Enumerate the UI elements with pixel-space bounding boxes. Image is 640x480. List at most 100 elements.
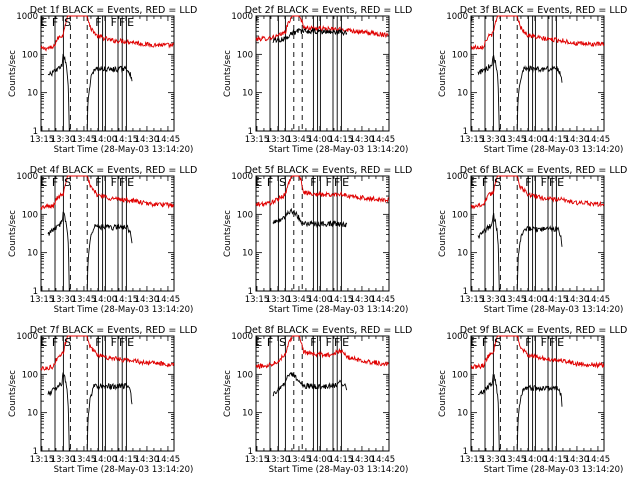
interval-label: E <box>127 336 134 349</box>
y-tick-label: 1000 <box>231 172 253 182</box>
x-tick-label: 14:00 <box>93 135 118 145</box>
interval-label: S <box>64 16 71 29</box>
x-tick-label: 14:30 <box>565 295 590 305</box>
y-tick-label: 1000 <box>446 332 468 342</box>
x-tick-label: 13:30 <box>51 455 76 465</box>
series-lld-line <box>470 15 605 51</box>
x-tick-label: 13:15 <box>30 135 55 145</box>
y-tick-label: 100 <box>22 210 38 220</box>
y-tick-label: 1000 <box>16 332 38 342</box>
y-axis-label: Counts/sec <box>223 370 233 417</box>
y-tick-label: 1000 <box>231 332 253 342</box>
plot-frame <box>470 15 605 132</box>
y-tick-label: 100 <box>237 210 253 220</box>
y-axis-label: Counts/sec <box>438 210 448 257</box>
interval-label: F <box>119 16 125 29</box>
y-tick-label: 1 <box>248 447 253 457</box>
x-tick-label: 13:30 <box>51 135 76 145</box>
x-tick-label: 14:15 <box>544 455 569 465</box>
interval-label: E <box>342 176 349 189</box>
x-tick-label: 13:45 <box>287 455 312 465</box>
x-tick-label: 14:00 <box>308 135 333 145</box>
x-tick-label: 13:30 <box>266 135 291 145</box>
interval-label: F <box>52 176 58 189</box>
y-tick-label: 100 <box>452 50 468 60</box>
y-tick-label: 1000 <box>446 172 468 182</box>
series-events-line <box>477 213 563 292</box>
interval-label: F <box>119 336 125 349</box>
x-tick-label: 14:15 <box>329 455 354 465</box>
y-tick-label: 1000 <box>16 172 38 182</box>
plot-frame <box>40 335 175 452</box>
y-tick-label: 1000 <box>231 12 253 22</box>
x-tick-label: 13:45 <box>287 135 312 145</box>
x-tick-label: 14:45 <box>586 455 611 465</box>
chart-title: Det 2f BLACK = Events, RED = LLD <box>245 5 413 16</box>
series-events-line <box>272 372 348 397</box>
x-tick-label: 14:00 <box>308 455 333 465</box>
y-tick-label: 10 <box>457 409 468 419</box>
y-tick-label: 100 <box>452 370 468 380</box>
y-tick-label: 1 <box>248 287 253 297</box>
y-tick-label: 100 <box>237 50 253 60</box>
x-axis-label: Start Time (28-May-03 13:14:20) <box>484 465 624 475</box>
interval-label: F <box>111 176 117 189</box>
interval-label: F <box>482 336 488 349</box>
y-tick-label: 100 <box>452 210 468 220</box>
x-tick-label: 14:45 <box>156 135 181 145</box>
y-axis-label: Counts/sec <box>438 370 448 417</box>
plot-frame <box>470 335 605 452</box>
interval-label: S <box>279 176 286 189</box>
x-tick-label: 14:30 <box>135 295 160 305</box>
interval-label: F <box>267 336 273 349</box>
interval-label: F <box>482 176 488 189</box>
interval-label: F <box>310 336 316 349</box>
y-axis-label: Counts/sec <box>223 210 233 257</box>
interval-label: F <box>267 176 273 189</box>
y-tick-label: 10 <box>242 409 253 419</box>
series-events-line <box>47 372 133 452</box>
x-tick-label: 14:45 <box>156 295 181 305</box>
y-tick-label: 100 <box>237 370 253 380</box>
x-tick-label: 14:45 <box>371 135 396 145</box>
y-axis-label: Counts/sec <box>8 370 18 417</box>
y-tick-label: 10 <box>27 409 38 419</box>
x-tick-label: 13:45 <box>287 295 312 305</box>
chart-title: Det 8f BLACK = Events, RED = LLD <box>245 325 413 336</box>
interval-label: F <box>549 336 555 349</box>
chart-title: Det 3f BLACK = Events, RED = LLD <box>460 5 628 16</box>
y-tick-label: 1 <box>463 127 468 137</box>
x-axis-label: Start Time (28-May-03 13:14:20) <box>54 305 194 315</box>
x-tick-label: 14:00 <box>93 455 118 465</box>
interval-label: S <box>279 336 286 349</box>
y-tick-label: 10 <box>457 89 468 99</box>
series-lld-line <box>255 175 390 208</box>
x-tick-label: 14:00 <box>523 455 548 465</box>
chart-title: Det 5f BLACK = Events, RED = LLD <box>245 165 413 176</box>
y-tick-label: 1 <box>463 447 468 457</box>
x-tick-label: 13:30 <box>481 135 506 145</box>
series-lld-line <box>470 175 605 210</box>
plot-frame <box>255 15 390 132</box>
y-tick-label: 10 <box>457 249 468 259</box>
x-tick-label: 14:30 <box>135 135 160 145</box>
interval-label: F <box>111 16 117 29</box>
y-tick-label: 1 <box>248 127 253 137</box>
x-tick-label: 13:15 <box>30 455 55 465</box>
series-events-line <box>47 211 133 292</box>
chart-title: Det 1f BLACK = Events, RED = LLD <box>30 5 198 16</box>
interval-label: F <box>95 16 101 29</box>
y-axis-label: Counts/sec <box>8 210 18 257</box>
y-tick-label: 100 <box>22 50 38 60</box>
chart-title: Det 4f BLACK = Events, RED = LLD <box>30 165 198 176</box>
x-tick-label: 14:00 <box>93 295 118 305</box>
x-tick-label: 13:45 <box>72 455 97 465</box>
y-tick-label: 1 <box>33 447 38 457</box>
plot-frame <box>40 175 175 292</box>
interval-label: E <box>40 16 47 29</box>
x-axis-label: Start Time (28-May-03 13:14:20) <box>484 145 624 155</box>
x-tick-label: 14:15 <box>544 135 569 145</box>
interval-label: F <box>525 336 531 349</box>
series-lld-line <box>40 15 175 52</box>
